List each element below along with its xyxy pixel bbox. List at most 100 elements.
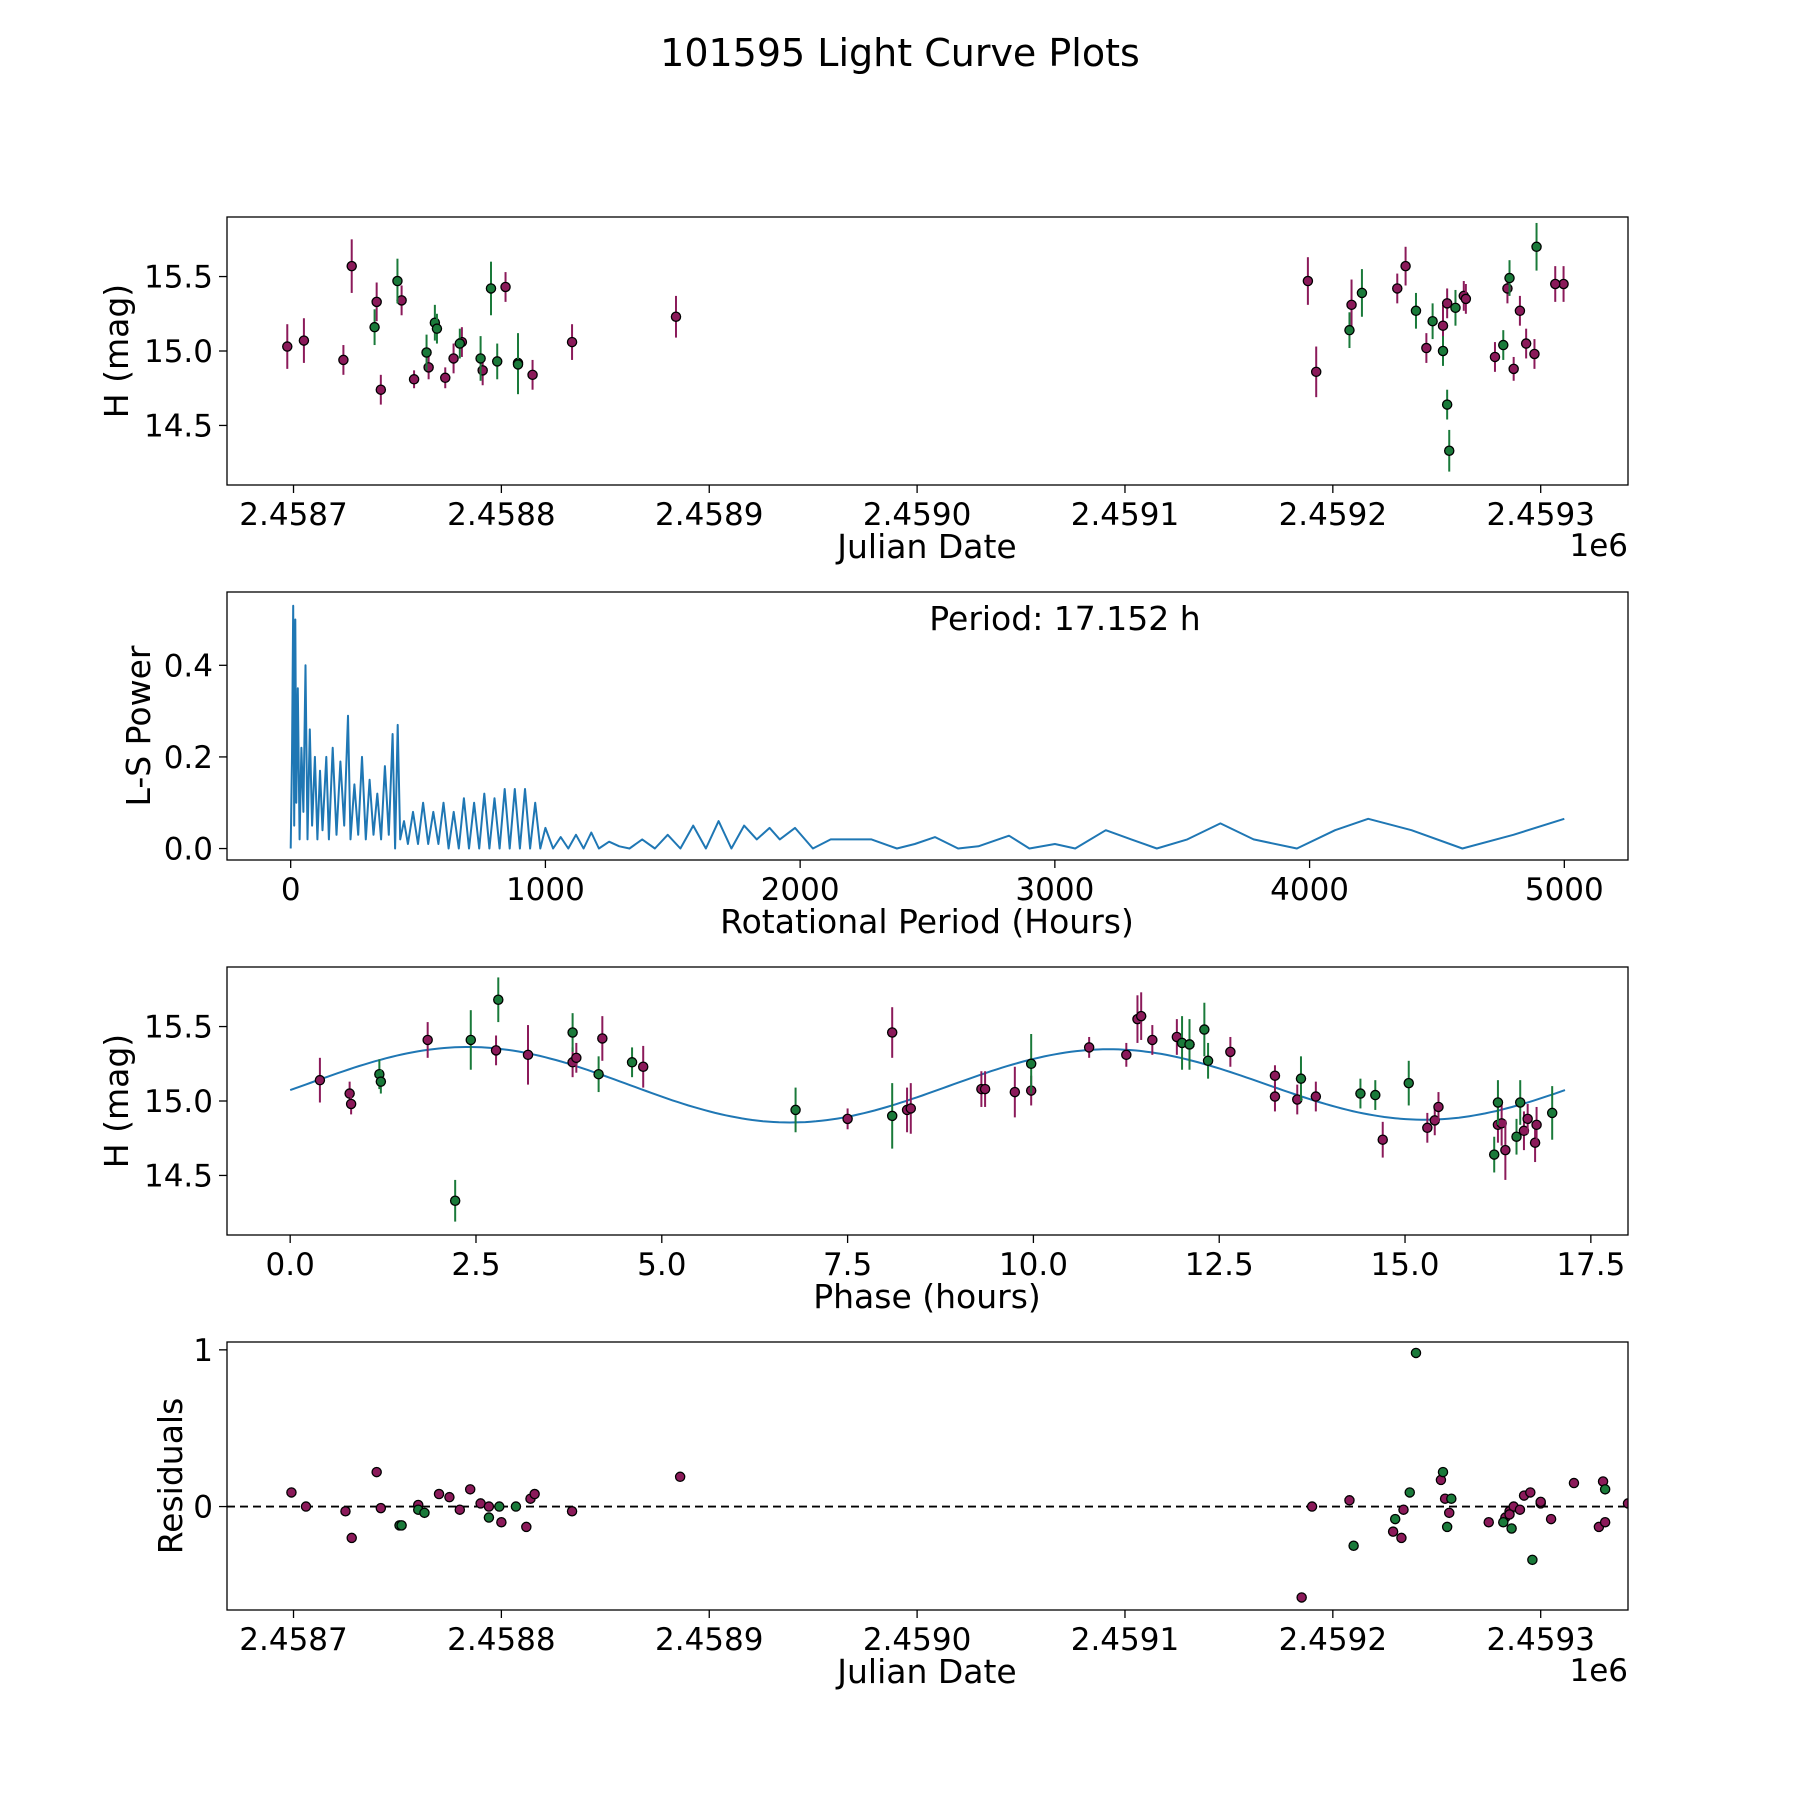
periodogram-panel: 0 1000 2000 3000 4000 5000 0.0 0.2 0.4 Period: 1…	[119, 591, 1629, 941]
magenta-point	[1504, 1509, 1515, 1520]
magenta-point	[500, 281, 511, 293]
lightcurve-xtick-label: 2.4589	[655, 497, 763, 533]
green-point	[1348, 1540, 1359, 1551]
green-point	[1355, 1088, 1366, 1099]
magenta-point	[1377, 1134, 1388, 1145]
magenta-point	[1483, 1516, 1494, 1528]
lightcurve-xlabel: Julian Date	[835, 527, 1017, 566]
magenta-point	[637, 1061, 649, 1073]
periodogram-ylabel: L-S Power	[119, 645, 158, 806]
phased-ytick-label: 15.0	[144, 1084, 213, 1120]
magenta-point	[1437, 320, 1449, 331]
magenta-point	[1622, 1498, 1628, 1509]
magenta-point	[298, 335, 310, 346]
green-point	[1599, 1484, 1611, 1495]
magenta-point	[423, 362, 434, 373]
magenta-point	[440, 372, 451, 384]
green-point	[419, 1507, 430, 1519]
green-point	[790, 1104, 801, 1116]
green-point	[493, 994, 504, 1006]
green-point	[1488, 1149, 1500, 1160]
magenta-point	[842, 1113, 853, 1125]
magenta-point	[408, 374, 420, 385]
magenta-point	[314, 1074, 326, 1086]
green-point	[1511, 1131, 1522, 1142]
magenta-point	[1568, 1477, 1580, 1489]
magenta-point	[496, 1516, 507, 1528]
green-point	[510, 1501, 522, 1512]
lightcurve-frame	[226, 216, 1629, 486]
magenta-point	[1522, 1113, 1533, 1125]
green-point	[1356, 287, 1368, 299]
green-point	[1437, 1466, 1449, 1478]
magenta-point	[1398, 1504, 1409, 1515]
periodogram-plot-area	[289, 604, 1565, 850]
magenta-point	[371, 296, 382, 308]
magenta-point	[346, 260, 357, 272]
green-point	[1202, 1055, 1214, 1067]
magenta-point	[340, 1506, 351, 1517]
magenta-point	[1396, 1532, 1407, 1544]
magenta-point	[1344, 1495, 1355, 1506]
periodogram-marks	[289, 604, 1565, 850]
periodogram-ticks: 0 1000 2000 3000 4000 5000 0.0 0.2 0.4	[164, 648, 1604, 908]
magenta-point	[282, 341, 293, 352]
lightcurve-ytick-label: 15.0	[144, 334, 213, 370]
green-point	[1498, 1516, 1509, 1528]
residuals-xtick-label: 2.4589	[655, 1622, 763, 1658]
figure-title: 101595 Light Curve Plots	[660, 31, 1140, 75]
periodogram-xtick-label: 5000	[1525, 872, 1604, 908]
periodogram-xtick-label: 2000	[761, 872, 840, 908]
green-point	[512, 359, 524, 370]
residuals-ytick-label: 0	[193, 1490, 213, 1526]
green-point	[494, 1501, 505, 1512]
residuals-xtick-label: 2.4592	[1279, 1622, 1387, 1658]
magenta-point	[286, 1487, 297, 1498]
magenta-point	[1535, 1496, 1546, 1508]
green-point	[1527, 1554, 1538, 1566]
phased-xtick-label: 7.5	[823, 1247, 872, 1283]
periodogram-line	[289, 604, 1565, 850]
magenta-point	[1433, 1101, 1444, 1113]
magenta-point	[1387, 1526, 1399, 1537]
magenta-point	[1441, 298, 1453, 309]
magenta-point	[1269, 1070, 1281, 1081]
green-point	[1404, 1487, 1415, 1498]
magenta-point	[346, 1532, 357, 1544]
residuals-xtick-label: 2.4587	[239, 1622, 347, 1658]
green-point	[454, 338, 466, 349]
green-point	[491, 356, 503, 367]
magenta-point	[1269, 1091, 1281, 1102]
magenta-point	[300, 1501, 312, 1512]
magenta-point	[1310, 366, 1322, 378]
phased-marks	[289, 977, 1566, 1222]
phased-ytick-label: 14.5	[144, 1158, 213, 1194]
magenta-point	[1525, 1487, 1536, 1498]
lightcurve-panel: 2.4587 2.4588 2.4589 2.4590 2.4591 2.4592 2.45…	[97, 216, 1629, 566]
lightcurve-xtick-label: 2.4587	[239, 497, 347, 533]
magenta-point	[1460, 293, 1472, 305]
magenta-point	[1443, 1507, 1455, 1519]
green-point	[421, 347, 432, 358]
magenta-point	[1514, 305, 1526, 317]
phased-xtick-label: 2.5	[451, 1247, 500, 1283]
lightcurve-ylabel: H (mag)	[97, 284, 136, 418]
green-point	[369, 321, 380, 333]
periodogram-ytick-label: 0.2	[164, 740, 213, 776]
periodogram-xtick-label: 3000	[1015, 872, 1094, 908]
green-point	[485, 283, 497, 294]
magenta-point	[375, 1502, 387, 1514]
green-point	[483, 1512, 495, 1523]
green-point	[1441, 399, 1453, 410]
magenta-point	[597, 1033, 608, 1044]
lightcurve-ytick-label: 15.5	[144, 260, 213, 296]
green-point	[1441, 1521, 1453, 1533]
green-point	[449, 1195, 461, 1207]
green-point	[886, 1110, 898, 1122]
magenta-point	[464, 1484, 476, 1495]
magenta-point	[1489, 351, 1501, 363]
periodogram-ytick-label: 0.4	[164, 648, 213, 684]
phased-panel: 0.0 2.5 5.0 7.5 10.0 12.5 15.0 17.5 14.5 15.0 15.5…	[97, 966, 1629, 1316]
residuals-xlabel: Julian Date	[835, 1652, 1017, 1691]
magenta-point	[1500, 1144, 1511, 1156]
